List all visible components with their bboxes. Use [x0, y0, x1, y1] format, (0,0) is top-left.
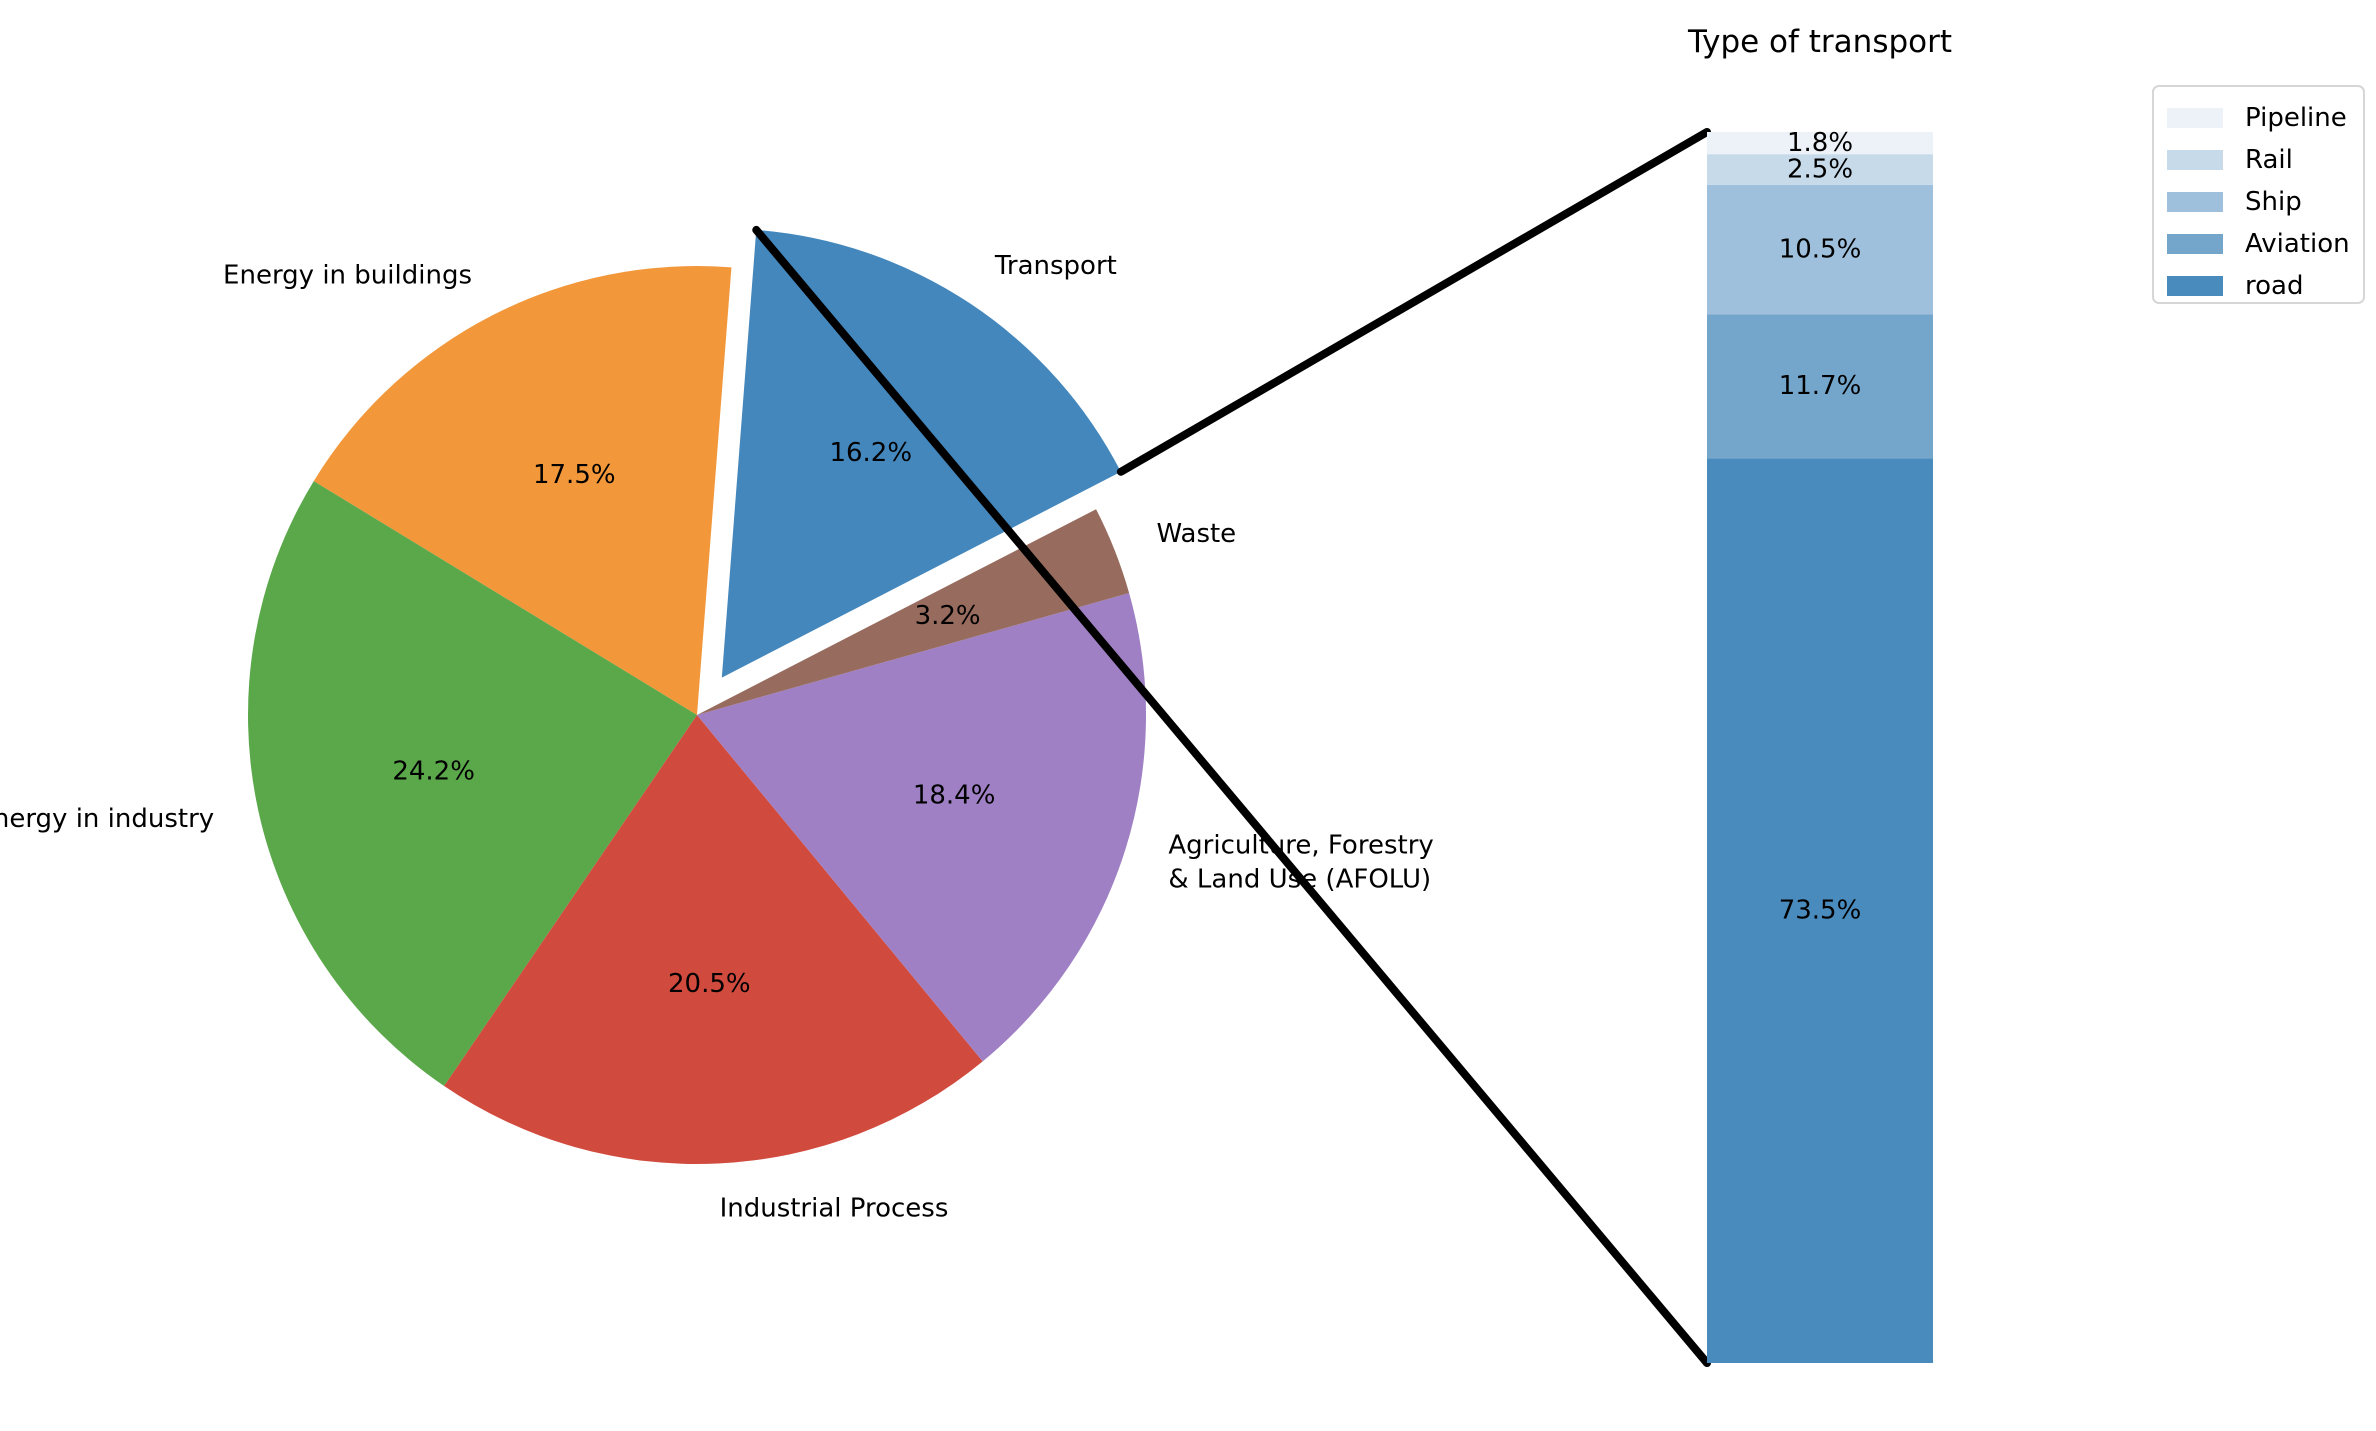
legend-swatch-2: [2167, 192, 2223, 212]
pie-slice-label-2: Industrial Process: [720, 1193, 949, 1223]
legend-swatch-1: [2167, 150, 2223, 170]
legend-swatch-0: [2167, 108, 2223, 128]
pie-chart: 17.5% Energy in buildings 24.2% Energy in i…: [0, 229, 1434, 1223]
bar-segment-0: [1707, 458, 1933, 1364]
bar-segment-2: [1707, 184, 1933, 315]
pie-slice-2: [444, 715, 983, 1164]
pie-slice-label-0: Energy in buildings: [223, 260, 472, 290]
pie-pct-label-5: 16.2%: [829, 438, 912, 468]
legend-label-4: road: [2245, 271, 2303, 301]
bar-segment-1: [1707, 314, 1933, 459]
pie-pct-label-3: 18.4%: [913, 780, 996, 810]
bar-segment-4: [1707, 132, 1933, 155]
pie-slice-4: [697, 509, 1130, 715]
pie-slice-5: [721, 229, 1121, 678]
legend-label-1: Rail: [2245, 145, 2293, 175]
pie-slice-label-1: Energy in industry: [0, 804, 214, 834]
legend-swatch-3: [2167, 234, 2223, 254]
bar-pct-label-1: 11.7%: [1779, 371, 1862, 401]
legend-label-0: Pipeline: [2245, 103, 2347, 133]
pie-slice-label-4: Waste: [1156, 519, 1236, 549]
bar-pct-label-2: 10.5%: [1779, 235, 1862, 265]
pie-pct-label-1: 24.2%: [392, 757, 475, 787]
bar-title: Type of transport: [1687, 24, 1952, 60]
legend-swatch-4: [2167, 276, 2223, 296]
bar-segment-3: [1707, 154, 1933, 185]
pie-pct-label-2: 20.5%: [668, 969, 751, 999]
pie-slice-3: [697, 593, 1146, 1062]
connector-line-top: [1116, 128, 1711, 476]
legend-label-2: Ship: [2245, 187, 2302, 217]
pie-slice-label-5: Transport: [994, 251, 1117, 281]
pie-pct-label-4: 3.2%: [915, 601, 981, 631]
connector-line-bottom: [752, 225, 1711, 1367]
legend-label-3: Aviation: [2245, 229, 2350, 259]
pie-slice-1: [248, 481, 697, 1087]
connector-lines: [752, 128, 1711, 1367]
bar-pct-label-3: 2.5%: [1787, 155, 1853, 185]
pie-slice-0: [313, 266, 732, 715]
stacked-bar-chart: 73.5% 11.7% 10.5% 2.5%1.8% Type of transport: [1687, 24, 1952, 1364]
pie-pct-label-0: 17.5%: [533, 460, 616, 490]
bar-pct-label-0: 73.5%: [1779, 896, 1862, 926]
legend: Pipeline Rail Ship Aviation road: [2152, 85, 2365, 304]
bar-pct-label-4: 1.8%: [1787, 128, 1853, 158]
